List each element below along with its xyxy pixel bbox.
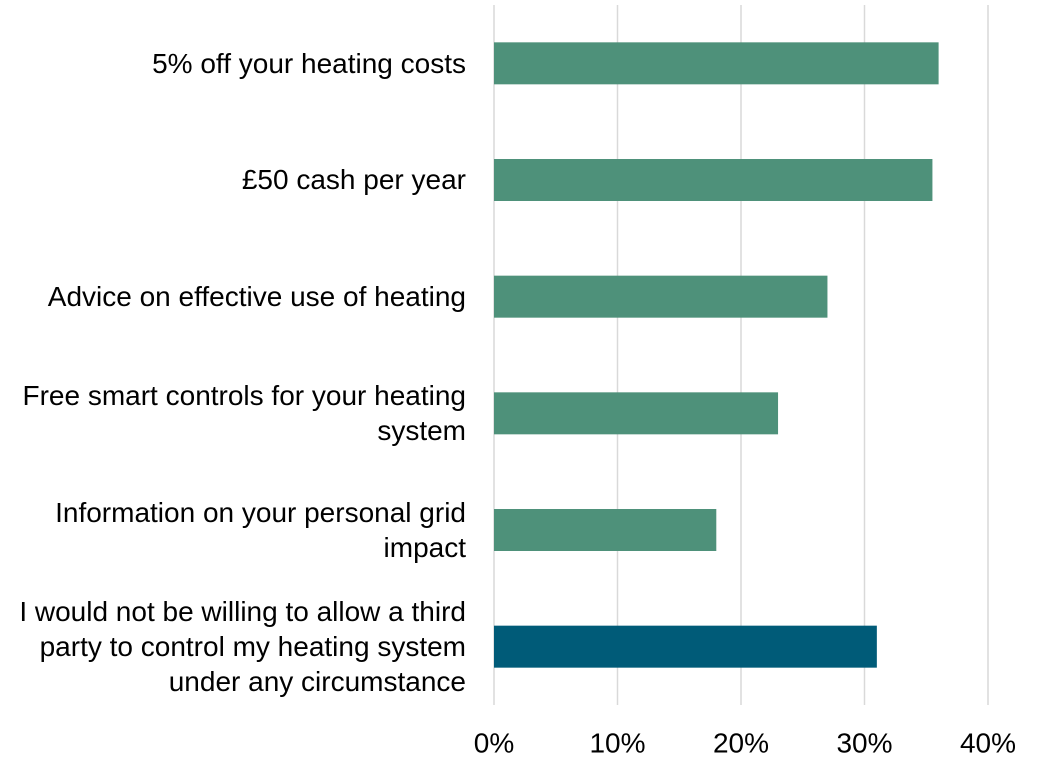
- x-tick-label: 40%: [960, 727, 1016, 758]
- y-tick-label: £50 cash per year: [241, 164, 466, 196]
- x-tick-label: 30%: [836, 727, 892, 758]
- bar: [494, 625, 877, 668]
- bar: [494, 275, 828, 318]
- y-tick-label: Advice on effective use of heating: [47, 281, 466, 313]
- y-tick-label: Free smart controls for your heating sys…: [22, 380, 466, 447]
- y-tick-label: 5% off your heating costs: [152, 47, 466, 79]
- x-tick-label: 20%: [713, 727, 769, 758]
- y-tick-label: I would not be willing to allow a third …: [19, 596, 466, 698]
- bar: [494, 159, 933, 201]
- y-tick-label: Information on your personal grid impact: [55, 496, 466, 563]
- x-tick-label: 10%: [589, 727, 645, 758]
- bar: [494, 392, 779, 435]
- x-tick-label: 0%: [474, 727, 514, 758]
- bar: [494, 509, 717, 551]
- bar: [494, 42, 939, 85]
